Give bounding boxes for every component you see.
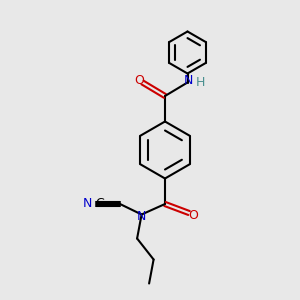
Text: O: O	[188, 209, 198, 222]
Text: O: O	[134, 74, 144, 88]
Text: H: H	[195, 76, 205, 89]
Text: N: N	[136, 209, 146, 223]
Text: C: C	[95, 197, 104, 210]
Text: N: N	[83, 197, 92, 210]
Text: N: N	[183, 74, 193, 88]
